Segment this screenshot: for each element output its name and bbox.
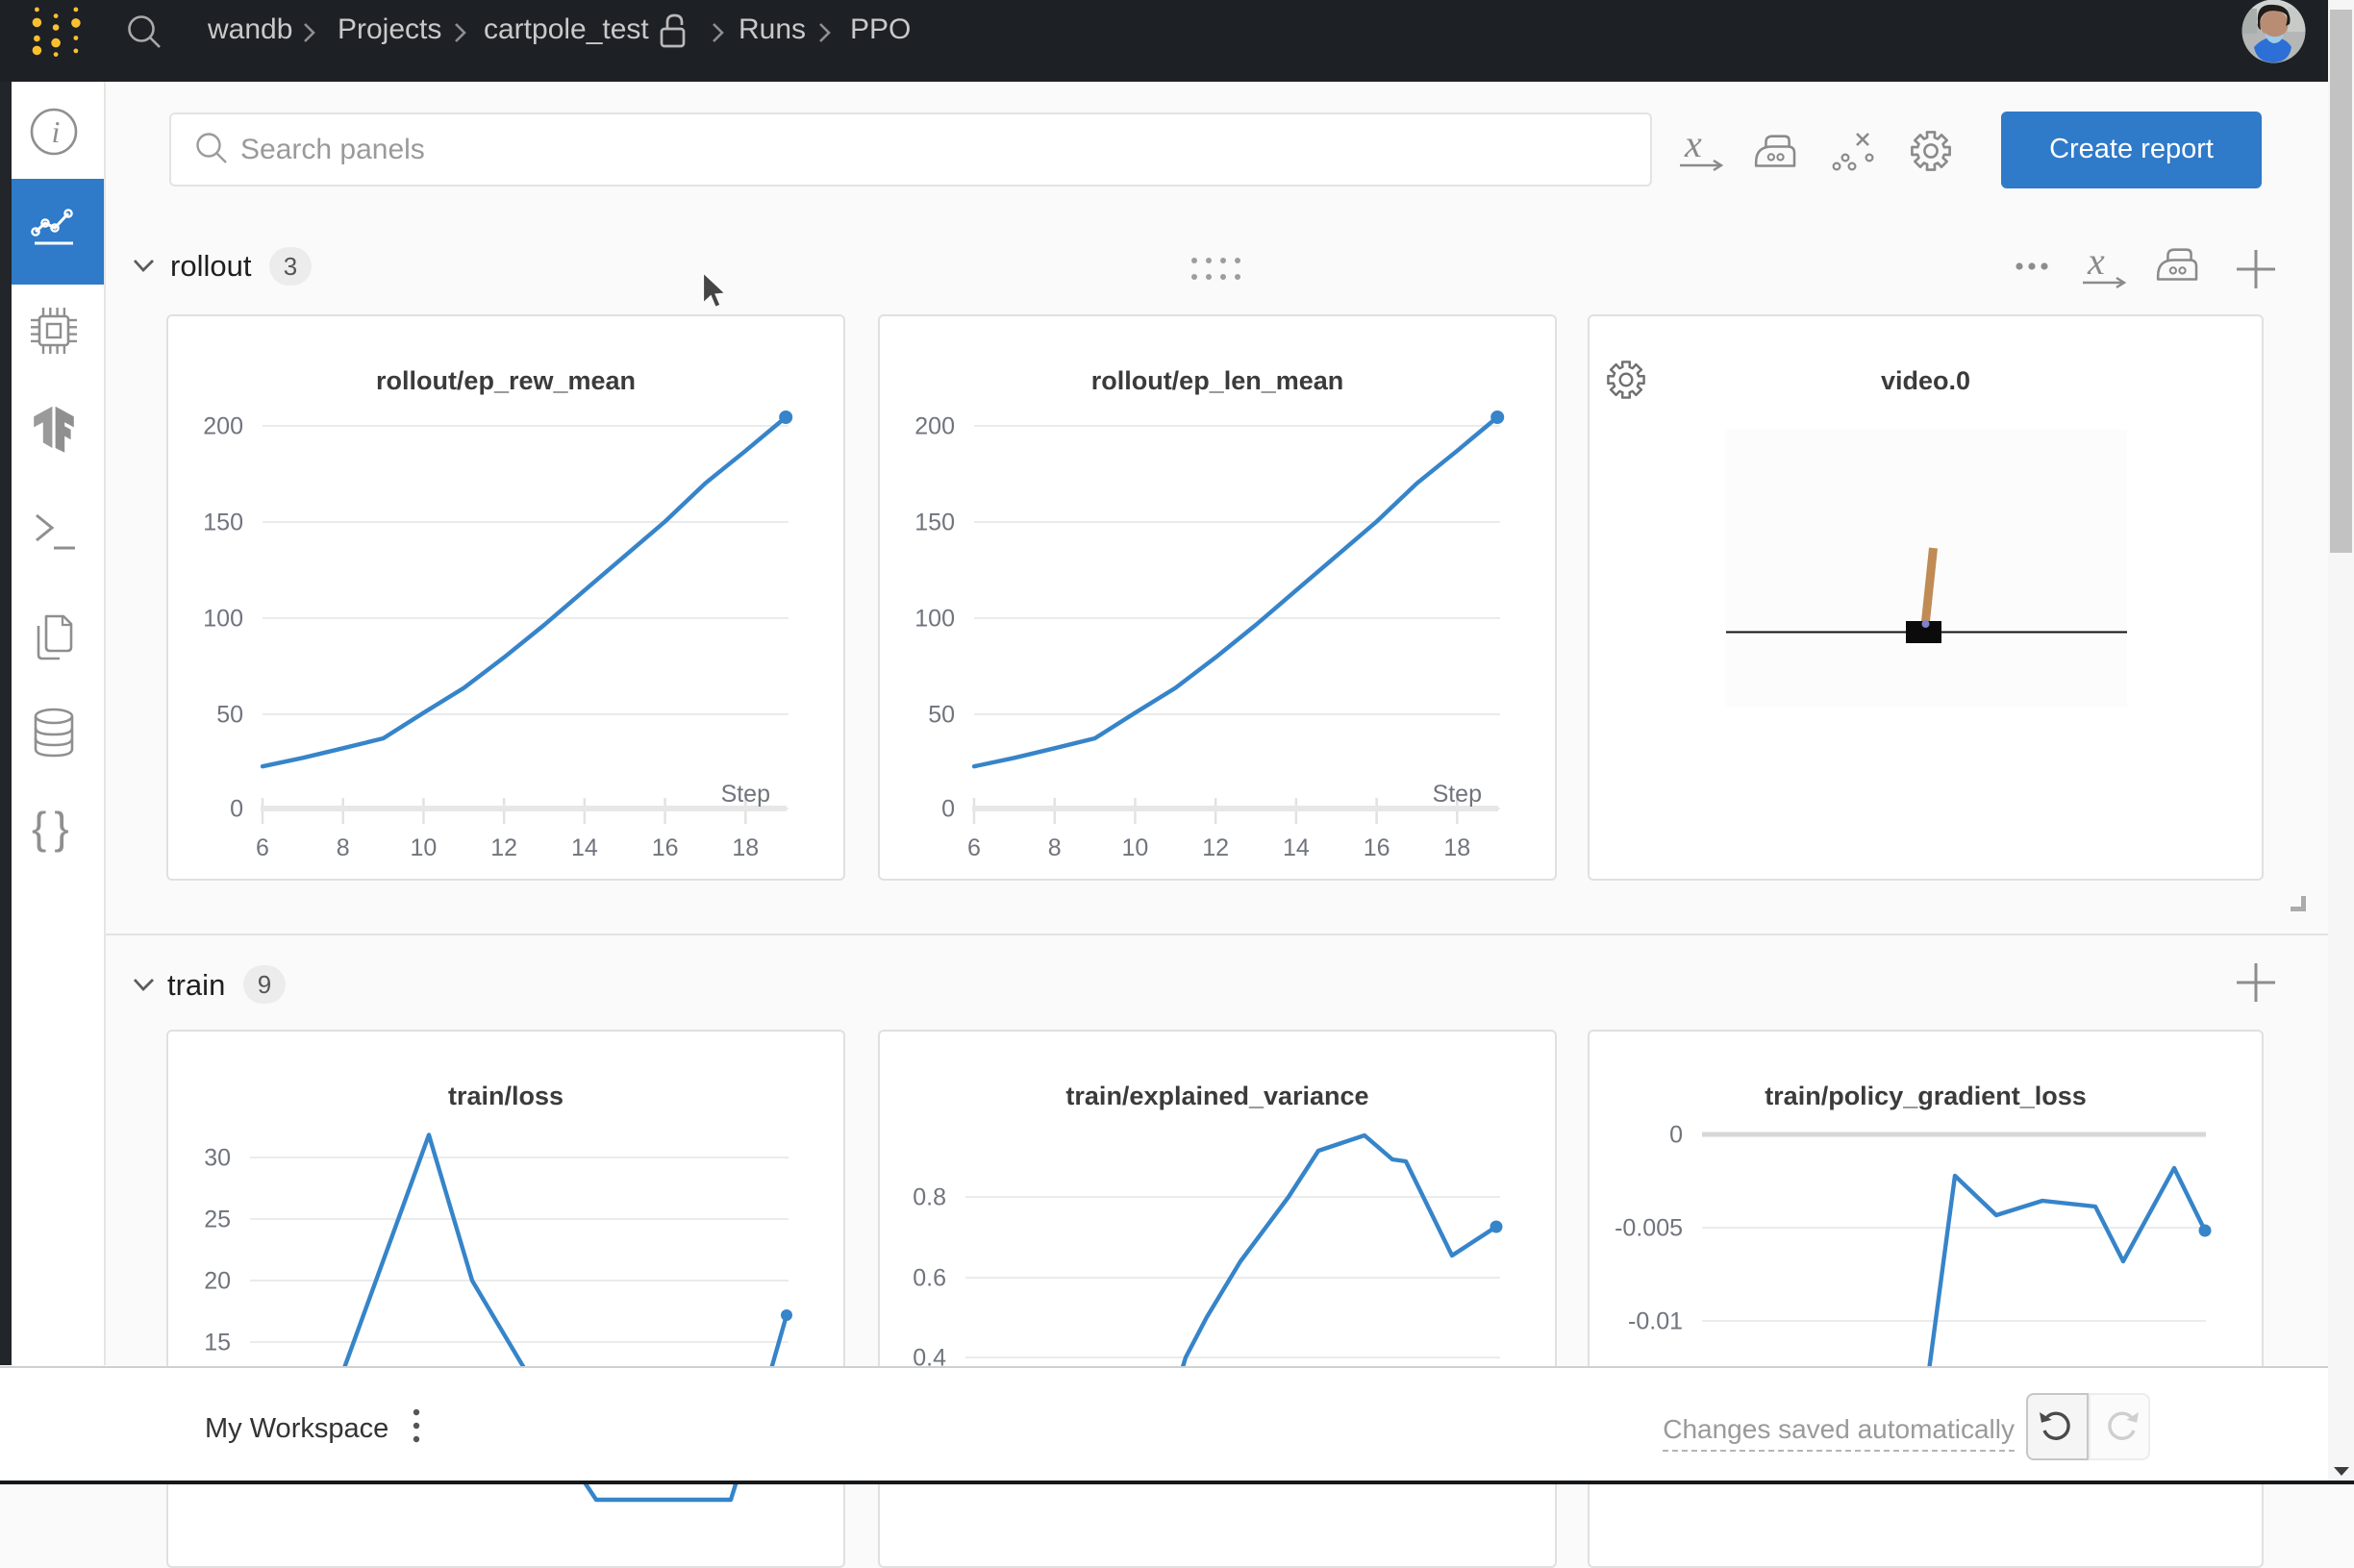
svg-text:8: 8 xyxy=(337,834,350,861)
svg-text:150: 150 xyxy=(203,510,243,536)
svg-text:16: 16 xyxy=(1364,834,1390,861)
svg-text:50: 50 xyxy=(216,702,243,729)
svg-text:18: 18 xyxy=(732,834,759,861)
svg-text:18: 18 xyxy=(1443,834,1470,861)
svg-text:i: i xyxy=(52,114,61,149)
svg-text:12: 12 xyxy=(1202,834,1229,861)
svg-text:Step: Step xyxy=(721,781,770,808)
svg-text:30: 30 xyxy=(204,1145,231,1172)
svg-text:100: 100 xyxy=(914,606,955,633)
svg-text:-0.005: -0.005 xyxy=(1615,1215,1683,1242)
svg-text:rollout/ep_rew_mean: rollout/ep_rew_mean xyxy=(376,366,636,395)
svg-text:0: 0 xyxy=(1669,1122,1683,1149)
svg-text:200: 200 xyxy=(203,413,243,440)
svg-text:25: 25 xyxy=(204,1207,231,1233)
svg-text:rollout/ep_len_mean: rollout/ep_len_mean xyxy=(1091,366,1344,395)
svg-text:train/explained_variance: train/explained_variance xyxy=(1065,1082,1368,1110)
svg-text:20: 20 xyxy=(204,1268,231,1295)
svg-text:train/policy_gradient_loss: train/policy_gradient_loss xyxy=(1765,1082,2087,1110)
svg-text:train/loss: train/loss xyxy=(448,1082,563,1110)
svg-text:6: 6 xyxy=(967,834,981,861)
svg-text:0: 0 xyxy=(230,796,243,823)
svg-text:0.6: 0.6 xyxy=(913,1265,946,1292)
svg-text:Step: Step xyxy=(1433,781,1482,808)
svg-text:15: 15 xyxy=(204,1330,231,1356)
svg-text:200: 200 xyxy=(914,413,955,440)
svg-text:10: 10 xyxy=(411,834,438,861)
svg-text:0.8: 0.8 xyxy=(913,1184,946,1211)
svg-text:12: 12 xyxy=(490,834,517,861)
svg-text:-0.01: -0.01 xyxy=(1628,1308,1683,1335)
svg-text:100: 100 xyxy=(203,606,243,633)
svg-text:14: 14 xyxy=(1283,834,1310,861)
svg-text:8: 8 xyxy=(1048,834,1062,861)
svg-text:14: 14 xyxy=(571,834,598,861)
svg-text:50: 50 xyxy=(928,702,955,729)
svg-text:6: 6 xyxy=(256,834,269,861)
svg-text:150: 150 xyxy=(914,510,955,536)
svg-text:16: 16 xyxy=(652,834,679,861)
svg-text:0: 0 xyxy=(941,796,955,823)
svg-text:10: 10 xyxy=(1122,834,1149,861)
